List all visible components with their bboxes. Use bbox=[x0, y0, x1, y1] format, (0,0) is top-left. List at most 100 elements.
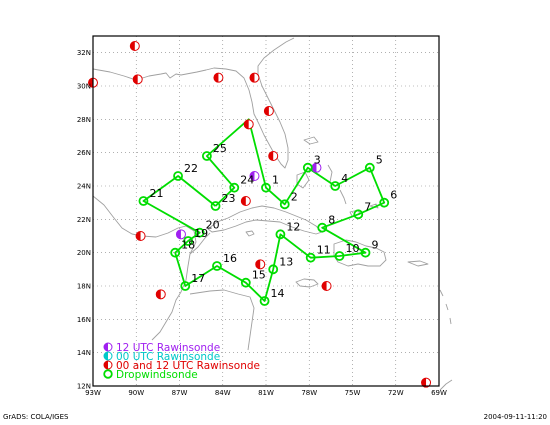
dropwindsonde-marker bbox=[173, 171, 183, 181]
dropwindsonde-marker bbox=[240, 277, 251, 288]
coastlines bbox=[92, 37, 453, 391]
dropwindsonde-label: 12 bbox=[286, 220, 300, 233]
dropwindsonde-marker bbox=[364, 162, 375, 173]
x-tick-label: 72W bbox=[388, 389, 404, 397]
dropwindsonde-marker bbox=[212, 261, 222, 271]
dropwindsonde-marker bbox=[317, 222, 328, 233]
y-tick-label: 30N bbox=[77, 83, 91, 91]
legend-label: 12 UTC Rawinsonde bbox=[116, 342, 220, 354]
dropwindsonde-marker bbox=[379, 197, 390, 208]
bahamas-andros bbox=[296, 171, 310, 189]
x-tick-label: 87W bbox=[172, 389, 188, 397]
honduras-coastline bbox=[189, 289, 255, 351]
y-tick-label: 20N bbox=[77, 249, 91, 257]
dropwindsonde-points bbox=[138, 151, 390, 306]
x-tick-label: 93W bbox=[85, 389, 101, 397]
mexico-central-america-coastline bbox=[92, 195, 197, 341]
dropwindsonde-label: 20 bbox=[206, 219, 220, 232]
footer-left: GrADS: COLA/IGES bbox=[3, 413, 69, 421]
dropwindsonde-label: 10 bbox=[346, 242, 360, 255]
rawinsonde-station bbox=[132, 74, 143, 85]
rawinsonde-station bbox=[213, 72, 224, 83]
rawinsonde-station bbox=[255, 259, 266, 270]
south-america-coast bbox=[439, 379, 453, 391]
dropwindsonde-marker bbox=[170, 247, 181, 258]
dropwindsonde-marker bbox=[360, 247, 371, 258]
rawinsonde-station bbox=[249, 171, 260, 181]
dropwindsonde-label: 17 bbox=[191, 272, 205, 285]
dropwindsonde-marker bbox=[210, 201, 221, 211]
dropwindsonde-marker bbox=[183, 236, 194, 246]
dropwindsonde-numbers: 1234567891011121314151617181920212223242… bbox=[149, 142, 397, 300]
dropwindsonde-marker bbox=[229, 182, 240, 193]
rawinsonde-station bbox=[268, 151, 279, 161]
legend-label: Dropwindsonde bbox=[116, 369, 198, 381]
flight-track-line bbox=[142, 118, 386, 302]
legend-symbol bbox=[103, 342, 113, 352]
cuba-coastline bbox=[207, 205, 323, 235]
isle-of-youth bbox=[245, 230, 255, 237]
x-tick-label: 84W bbox=[215, 389, 231, 397]
dropwindsonde-label: 25 bbox=[213, 142, 227, 155]
lat-lon-grid bbox=[93, 36, 439, 386]
jamaica-coastline bbox=[295, 278, 319, 288]
rawinsonde-station bbox=[243, 119, 254, 130]
dropwindsonde-label: 7 bbox=[364, 200, 371, 213]
dropwindsonde-marker bbox=[180, 281, 191, 291]
dropwindsonde-label: 3 bbox=[314, 154, 321, 167]
rawinsonde-station bbox=[421, 377, 432, 388]
us-gulf-coastline bbox=[92, 37, 295, 169]
legend-symbol bbox=[103, 351, 113, 361]
dropwindsonde-label: 21 bbox=[149, 187, 163, 200]
bahamas-grand-bahama bbox=[303, 136, 319, 145]
y-tick-label: 32N bbox=[77, 49, 91, 57]
yucatan-coast bbox=[189, 232, 211, 255]
dropwindsonde-label: 9 bbox=[371, 239, 378, 252]
y-tick-label: 24N bbox=[77, 183, 91, 191]
dropwindsonde-marker bbox=[279, 199, 290, 210]
dropwindsonde-label: 2 bbox=[291, 190, 298, 203]
map-frame bbox=[92, 35, 440, 387]
bahamas-eleuthera bbox=[327, 164, 333, 183]
y-tick-label: 28N bbox=[77, 116, 91, 124]
rawinsonde-station bbox=[263, 106, 274, 116]
bahamas-long-island bbox=[339, 189, 347, 205]
dropwindsonde-label: 4 bbox=[341, 172, 348, 185]
rawinsonde-station bbox=[135, 231, 146, 241]
dropwindsonde-label: 18 bbox=[181, 239, 195, 252]
rawinsonde-stations bbox=[88, 41, 432, 388]
y-tick-label: 14N bbox=[77, 349, 91, 357]
axis-tick-labels: 93W 90W 87W 84W 81W 78W 75W 72W 69W 12N 14N 16N 18N 2… bbox=[77, 49, 447, 397]
rawinsonde-station bbox=[321, 281, 332, 291]
hispaniola-coastline bbox=[333, 239, 387, 267]
dropwindsonde-label: 6 bbox=[390, 189, 397, 202]
dropwindsonde-label: 23 bbox=[222, 192, 236, 205]
dropwindsonde-label: 13 bbox=[279, 255, 293, 268]
legend-symbol bbox=[103, 369, 113, 379]
puerto-rico-coastline bbox=[407, 260, 429, 267]
rawinsonde-station bbox=[240, 196, 251, 206]
x-tick-label: 75W bbox=[345, 389, 361, 397]
x-tick-label: 90W bbox=[128, 389, 144, 397]
dropwindsonde-label: 11 bbox=[317, 244, 331, 257]
dropwindsonde-label: 15 bbox=[252, 269, 266, 282]
lesser-antilles bbox=[439, 289, 452, 325]
dropwindsonde-label: 19 bbox=[194, 227, 208, 240]
dropwindsonde-marker bbox=[330, 181, 341, 191]
dropwindsonde-label: 1 bbox=[272, 174, 279, 187]
dropwindsonde-marker bbox=[334, 251, 345, 261]
dropwindsonde-marker bbox=[138, 196, 149, 206]
dropwindsonde-marker bbox=[259, 296, 270, 306]
footer-right: 2004-09-11-11:20 bbox=[484, 413, 547, 421]
dropwindsonde-label: 24 bbox=[240, 174, 254, 187]
y-tick-label: 16N bbox=[77, 316, 91, 324]
dropwindsonde-marker bbox=[194, 227, 205, 238]
y-tick-label: 18N bbox=[77, 283, 91, 291]
dropwindsonde-marker bbox=[305, 252, 316, 263]
x-tick-label: 78W bbox=[301, 389, 317, 397]
rawinsonde-station bbox=[129, 41, 140, 51]
rawinsonde-station bbox=[249, 72, 260, 83]
y-tick-label: 26N bbox=[77, 149, 91, 157]
